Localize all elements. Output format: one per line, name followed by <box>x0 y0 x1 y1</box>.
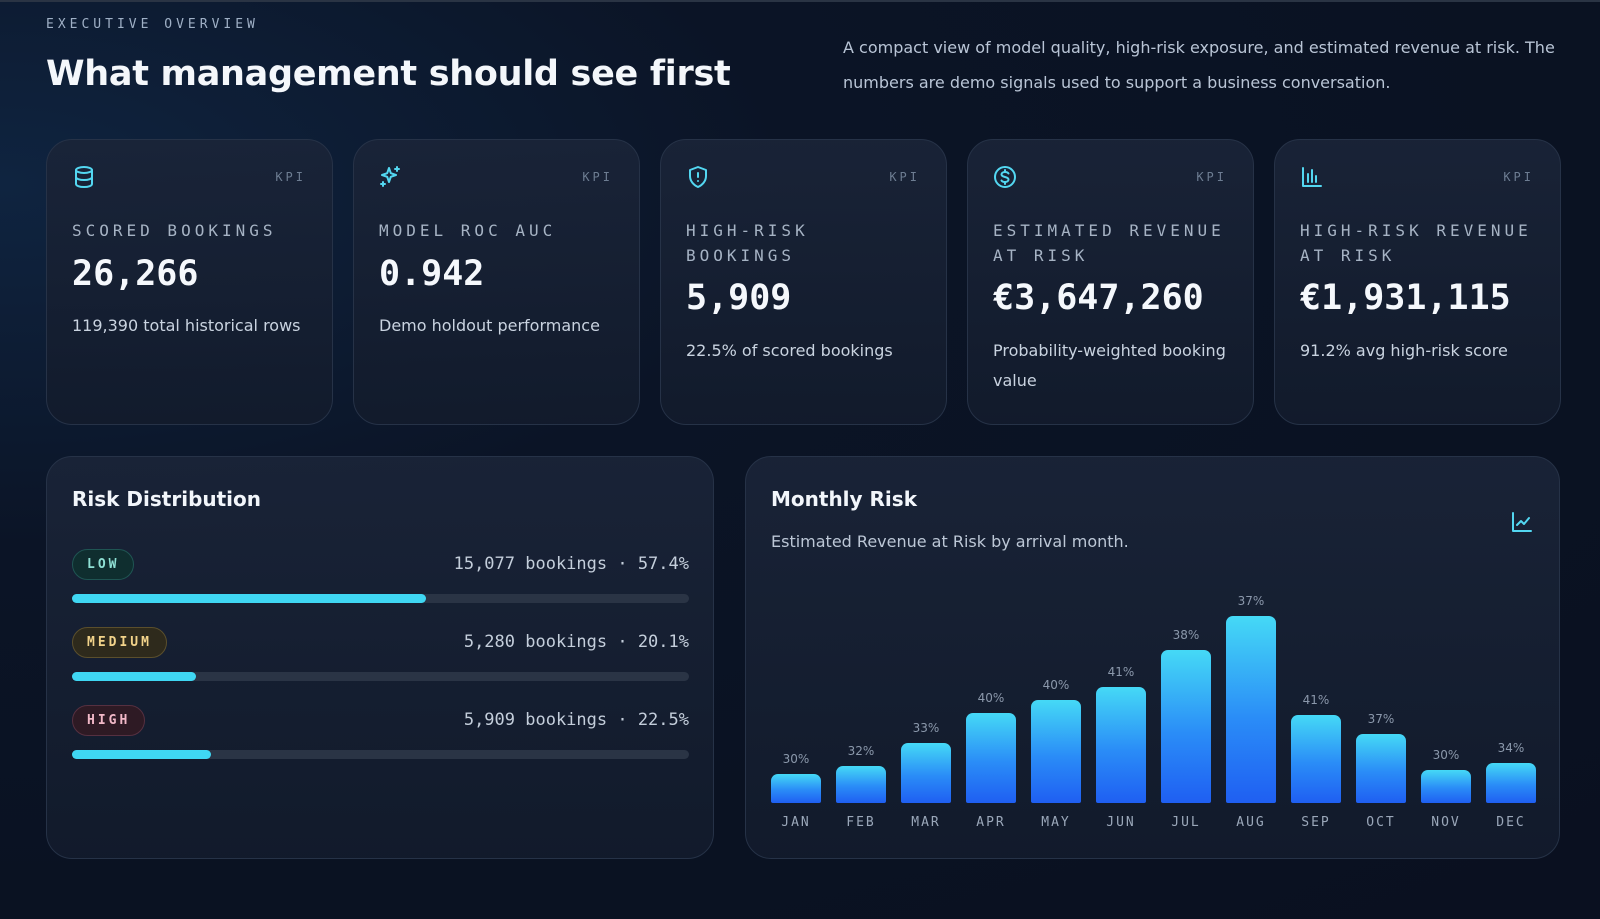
kpi-tag: KPI <box>1196 170 1227 184</box>
chart-bar-apr <box>966 713 1016 803</box>
risk-progress-fill <box>72 750 211 759</box>
kpi-tag: KPI <box>1503 170 1534 184</box>
kpi-subtext: 91.2% avg high-risk score <box>1300 341 1508 360</box>
kpi-label: HIGH-RISK BOOKINGS <box>686 221 809 265</box>
risk-progress-track <box>72 672 689 681</box>
risk-count: 5,909 bookings · 22.5% <box>463 710 689 730</box>
chart-x-tick-label: JUL <box>1171 815 1201 830</box>
chart-bar-aug <box>1226 616 1276 803</box>
kpi-tag: KPI <box>582 170 613 184</box>
monthly-risk-subtitle: Estimated Revenue at Risk by arrival mon… <box>771 532 1129 551</box>
kpi-value: €3,647,260 <box>993 278 1204 318</box>
chart-bar-mar <box>901 743 951 803</box>
risk-count: 5,280 bookings · 20.1% <box>463 632 689 652</box>
kpi-tag: KPI <box>275 170 306 184</box>
chart-data-label: 40% <box>1042 678 1070 693</box>
chart-data-label: 41% <box>1107 665 1135 680</box>
risk-count: 15,077 bookings · 57.4% <box>453 554 689 574</box>
kpi-subtext: Probability-weighted booking value <box>993 341 1226 390</box>
chart-x-tick-label: FEB <box>846 815 876 830</box>
chart-x-tick-label: DEC <box>1496 815 1526 830</box>
kpi-value: 5,909 <box>686 278 792 318</box>
dollar-circle-icon <box>994 166 1016 188</box>
chart-x-tick-label: APR <box>976 815 1006 830</box>
chart-data-label: 34% <box>1497 740 1525 755</box>
chart-data-label: 37% <box>1367 711 1395 726</box>
chart-bar-may <box>1031 700 1081 803</box>
chart-x-tick-label: NOV <box>1431 815 1461 830</box>
kpi-value: €1,931,115 <box>1300 278 1511 318</box>
chart-data-label: 30% <box>1432 748 1460 763</box>
chart-bar-sep <box>1291 715 1341 803</box>
monthly-risk-chart: 30% JAN 32% FEB 33% MAR 40% APR 40% MAY 41% JUN 38% J… <box>746 457 1561 860</box>
sparkles-icon <box>380 166 400 187</box>
shield-alert-icon <box>689 166 707 188</box>
kpi-label: ESTIMATED REVENUE AT RISK <box>993 221 1225 265</box>
kpi-subtext: Demo holdout performance <box>379 316 600 335</box>
monthly-risk-title: Monthly Risk <box>771 487 917 511</box>
chart-x-tick-label: MAY <box>1041 815 1071 830</box>
kpi-card-high-risk-revenue-at-risk: KPI HIGH-RISK REVENUE AT RISK €1,931,115… <box>1274 139 1561 425</box>
chart-data-label: 40% <box>977 691 1005 706</box>
kpi-label: SCORED BOOKINGS <box>72 221 277 240</box>
chart-x-tick-label: JAN <box>781 815 811 830</box>
chart-x-tick-label: JUN <box>1106 815 1136 830</box>
kpi-card-high-risk-bookings: KPI HIGH-RISK BOOKINGS 5,909 22.5% of sc… <box>660 139 947 425</box>
risk-progress-track <box>72 750 689 759</box>
risk-progress-fill <box>72 594 427 603</box>
chart-bar-jun <box>1096 687 1146 803</box>
line-chart-icon[interactable] <box>1510 510 1534 534</box>
chart-x-tick-label: SEP <box>1301 815 1331 830</box>
top-border <box>0 0 1600 2</box>
chart-x-tick-label: AUG <box>1236 815 1266 830</box>
risk-progress-fill <box>72 672 197 681</box>
risk-level-badge: MEDIUM <box>72 627 167 658</box>
chart-data-label: 41% <box>1302 693 1330 708</box>
kpi-label: MODEL ROC AUC <box>379 221 557 240</box>
kpi-card-estimated-revenue-at-risk: KPI ESTIMATED REVENUE AT RISK €3,647,260… <box>967 139 1254 425</box>
section-eyebrow: EXECUTIVE OVERVIEW <box>46 17 259 32</box>
chart-bar-oct <box>1356 733 1406 803</box>
chart-bar-feb <box>836 765 886 803</box>
kpi-value: 26,266 <box>72 254 199 294</box>
kpi-label: HIGH-RISK REVENUE AT RISK <box>1300 221 1532 265</box>
kpi-card-scored-bookings: KPI SCORED BOOKINGS 26,266 119,390 total… <box>46 139 333 425</box>
chart-data-label: 37% <box>1237 594 1265 608</box>
bar-chart-icon <box>1302 167 1322 187</box>
monthly-risk-panel: Monthly Risk Estimated Revenue at Risk b… <box>745 456 1560 859</box>
chart-bar-jul <box>1161 649 1211 803</box>
chart-data-label: 33% <box>912 721 940 736</box>
risk-progress-track <box>72 594 689 603</box>
kpi-tag: KPI <box>889 170 920 184</box>
chart-bar-dec <box>1486 762 1536 803</box>
chart-data-label: 32% <box>847 743 875 758</box>
kpi-subtext: 119,390 total historical rows <box>72 316 301 335</box>
database-icon <box>75 166 93 188</box>
page-title: What management should see first <box>46 54 731 94</box>
chart-x-tick-label: MAR <box>911 815 941 830</box>
kpi-card-model-roc-auc: KPI MODEL ROC AUC 0.942 Demo holdout per… <box>353 139 640 425</box>
kpi-subtext: 22.5% of scored bookings <box>686 341 893 360</box>
risk-level-badge: HIGH <box>72 705 146 736</box>
risk-distribution-panel: Risk Distribution LOW 15,077 bookings · … <box>46 456 714 859</box>
chart-data-label: 38% <box>1172 627 1200 642</box>
kpi-value: 0.942 <box>379 254 485 294</box>
page-description: A compact view of model quality, high-ri… <box>843 38 1555 92</box>
chart-bar-nov <box>1421 770 1471 803</box>
chart-bar-jan <box>771 774 821 803</box>
risk-level-badge: LOW <box>72 549 135 580</box>
risk-distribution-title: Risk Distribution <box>72 487 262 511</box>
chart-x-tick-label: OCT <box>1366 815 1396 830</box>
chart-data-label: 30% <box>782 752 810 766</box>
